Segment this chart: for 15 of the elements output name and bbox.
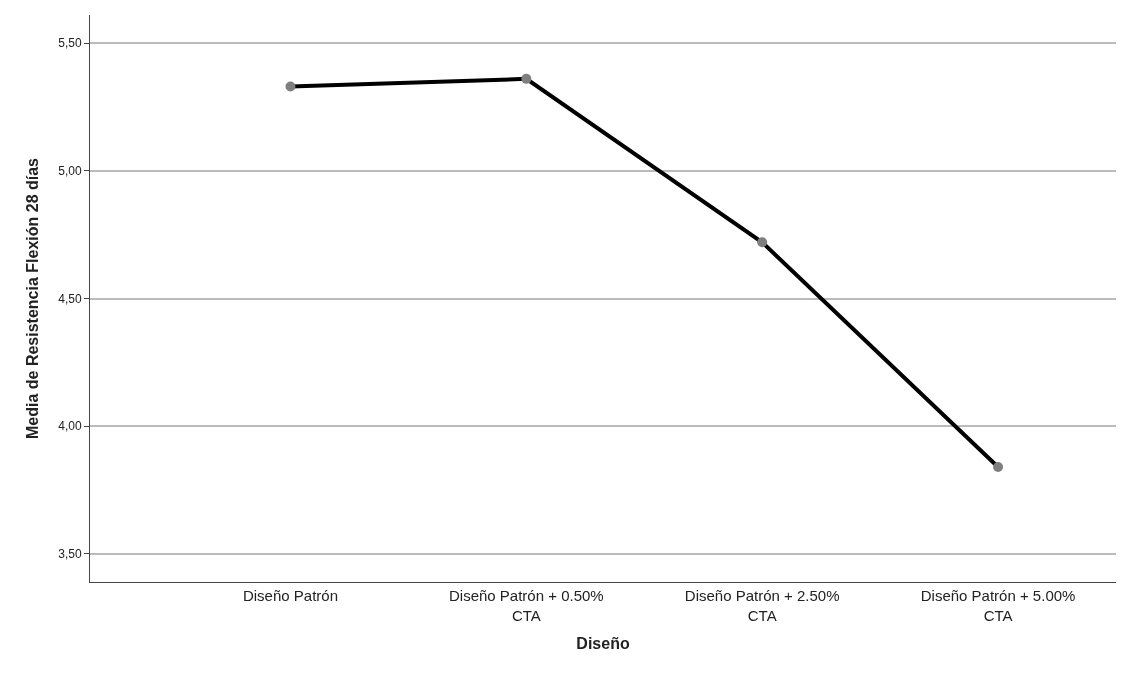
point [285,81,296,92]
y-tick-label: 4,50 [58,291,82,306]
y-tick-label: 3,50 [58,547,82,562]
y-axis-title: Media de Resistencia Flexión 28 días [24,157,42,439]
x-tick-label: Diseño Patrón + 5.00% CTA [920,587,1076,624]
y-tick-label: 5,50 [58,36,82,51]
x-tick-label: Diseño Patrón + 2.50% CTA [684,587,840,624]
point [521,73,532,84]
y-tick-label: 5,00 [58,164,82,178]
x-tick-label: Diseño Patrón [242,587,339,604]
point [993,462,1004,473]
x-axis-title: Diseño [576,635,630,653]
point [757,237,768,248]
x-tick-label: Diseño Patrón + 0.50% CTA [449,587,604,624]
y-tick-label: 4,00 [58,419,82,434]
